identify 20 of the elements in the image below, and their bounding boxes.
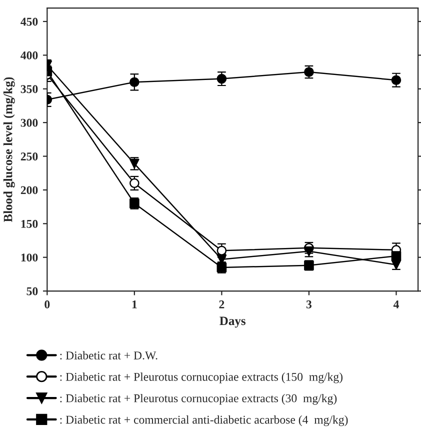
y-tick-label: 200 bbox=[20, 186, 38, 194]
legend-label: : Diabetic rat + Pleurotus cornucopiae extracts (30 mg/kg) bbox=[60, 394, 337, 405]
x-tick-label: 4 bbox=[393, 300, 399, 308]
x-tick-label: 2 bbox=[219, 300, 224, 308]
y-axis-title: Blood glucose level (mg/kg) bbox=[3, 77, 15, 222]
x-tick-label: 1 bbox=[132, 300, 137, 308]
legend-label: : Diabetic rat + D.W. bbox=[60, 351, 158, 360]
x-tick-label: 3 bbox=[306, 300, 312, 308]
y-tick-label: 350 bbox=[20, 85, 38, 94]
x-tick-label: 0 bbox=[44, 300, 50, 308]
legend-label: : Diabetic rat + commercial anti-diabetic acarbose (4 mg/kg) bbox=[60, 415, 348, 426]
y-tick-label: 150 bbox=[21, 220, 38, 228]
y-tick-label: 100 bbox=[21, 254, 38, 262]
legend-label: : Diabetic rat + Pleurotus cornucopiae extracts (150 mg/kg) bbox=[60, 372, 342, 384]
x-axis-title: Days bbox=[220, 316, 246, 328]
y-tick-label: 450 bbox=[20, 18, 38, 26]
y-tick-label: 300 bbox=[20, 118, 38, 127]
y-tick-label: 50 bbox=[26, 287, 38, 296]
y-tick-label: 250 bbox=[20, 152, 38, 160]
y-tick-label: 400 bbox=[20, 51, 38, 60]
